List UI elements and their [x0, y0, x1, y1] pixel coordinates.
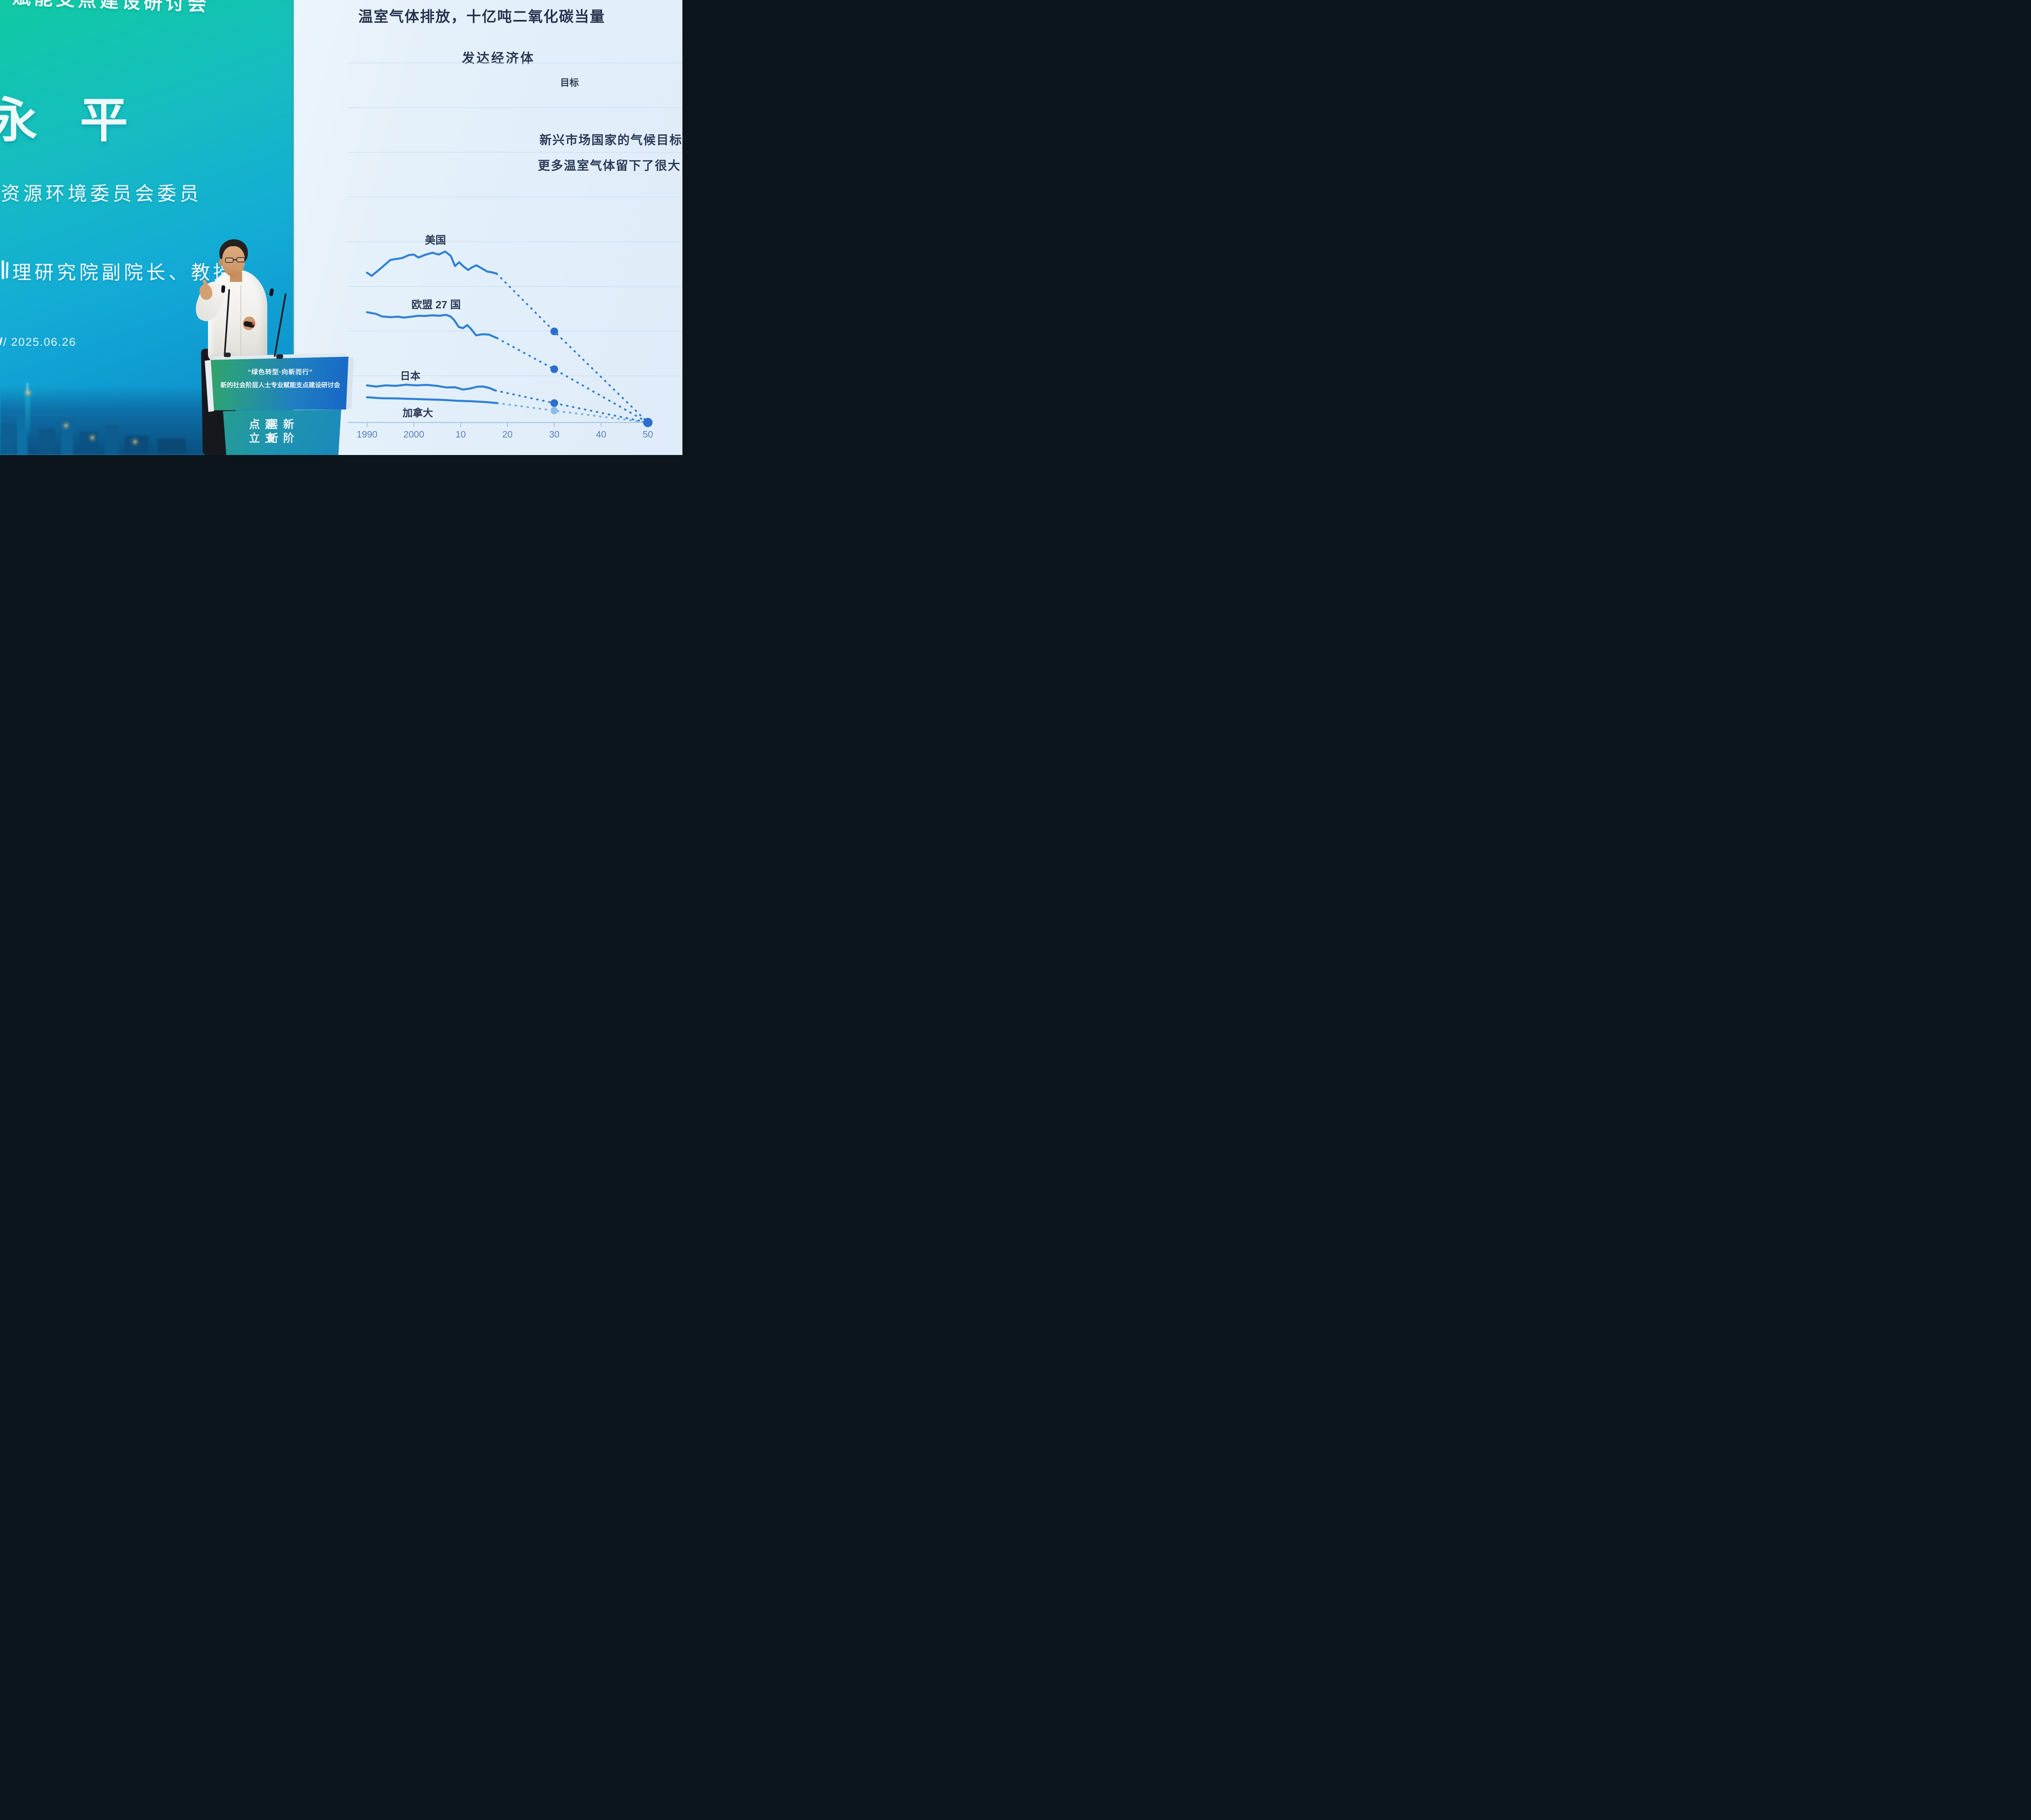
projection-screen: 温室气体排放，十亿吨二氧化碳当量 发达经济体 目标 新兴市场国家的气候目标 更多…	[294, 0, 682, 455]
chart-target-label: 目标	[560, 77, 579, 88]
city-light	[134, 441, 136, 443]
clipped-glyph-fragment	[0, 337, 3, 346]
led-backdrop-panel: 赋能支点建设研讨会 永 平 资源环境委员会委员 理研究院副院长、教授 / 202…	[0, 0, 294, 455]
podium-vertical-text-left: 建支点立	[247, 418, 275, 446]
glasses-left-lens	[225, 258, 234, 263]
microphone-base	[276, 354, 283, 359]
building	[105, 425, 119, 455]
screen-panel-seam	[292, 0, 296, 455]
glasses-right-lens	[236, 257, 245, 262]
building	[158, 439, 186, 455]
event-date: / 2025.06.26	[3, 336, 76, 348]
city-light	[27, 392, 29, 394]
building	[80, 431, 98, 455]
podium-text-block: “绿色转型·向新而行” 新的社会阶层人士专业赋能支点建设研讨会	[219, 366, 341, 389]
banner-top-line: 赋能支点建设研讨会	[12, 0, 210, 15]
tv-tower	[25, 391, 30, 433]
clipped-glyph-fragment	[2, 260, 4, 279]
microphone-capsule	[221, 285, 225, 293]
podium-event-name: 新的社会阶层人士专业赋能支点建设研讨会	[220, 382, 340, 389]
speaker-name: 永 平	[0, 94, 143, 147]
conference-photo: 赋能支点建设研讨会 永 平 资源环境委员会委员 理研究院副院长、教授 / 202…	[0, 0, 682, 455]
podium: “绿色转型·向新而行” 新的社会阶层人士专业赋能支点建设研讨会 新阶层新 建支点…	[203, 352, 356, 455]
building	[39, 429, 55, 455]
tv-tower-antenna	[27, 383, 28, 393]
podium-vertical-text-right: 新阶层新	[266, 418, 294, 446]
speaker-role-line1: 资源环境委员会委员	[1, 183, 202, 204]
podium-front-panel	[211, 357, 349, 410]
city-skyline-photo	[0, 383, 211, 455]
clipped-glyph-fragment	[6, 262, 9, 279]
chart-section-label: 发达经济体	[462, 51, 535, 65]
city-light	[91, 437, 93, 439]
slide-note-line2: 更多温室气体留下了很大	[538, 159, 681, 173]
podium-slogan: “绿色转型·向新而行”	[247, 369, 313, 376]
building	[2, 423, 15, 455]
clicker-indicator-light	[253, 323, 255, 325]
podium-base-column	[223, 410, 341, 455]
city-light	[65, 425, 67, 427]
shirt-button-placket	[240, 285, 241, 358]
building	[124, 436, 149, 455]
glasses-bridge	[233, 259, 237, 260]
speaker-ear	[219, 259, 223, 266]
slide-title: 温室气体排放，十亿吨二氧化碳当量	[358, 8, 606, 25]
podium-right-trim	[346, 357, 354, 410]
building	[61, 419, 73, 455]
speaker-role-line2: 理研究院副院长、教授	[12, 262, 236, 283]
microphone-base	[224, 353, 231, 357]
slide-note-line1: 新兴市场国家的气候目标	[539, 134, 682, 147]
